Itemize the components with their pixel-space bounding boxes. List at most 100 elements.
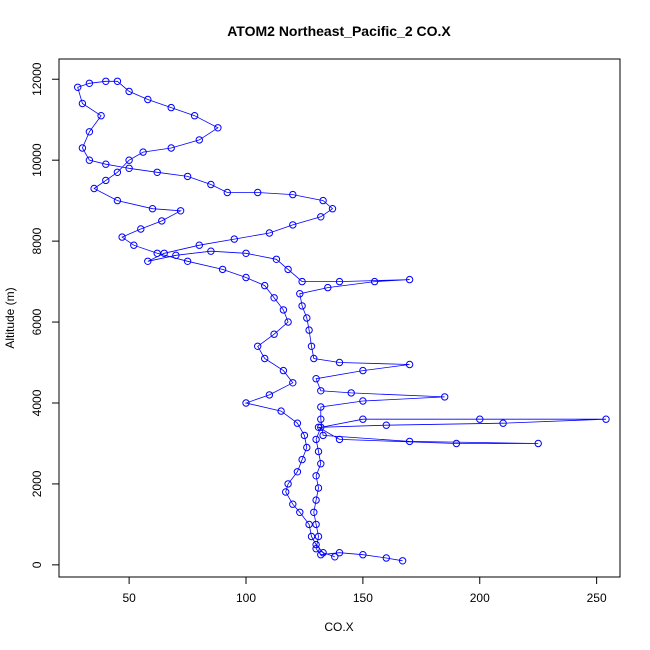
data-point [190,112,199,120]
data-point [90,184,98,193]
y-tick-label: 6000 [30,308,44,335]
data-point [102,160,110,168]
x-tick-label: 250 [587,591,607,605]
data-point [319,196,327,205]
data-point [335,549,344,557]
data-point [207,180,215,189]
data-point [284,480,292,488]
data-point [534,439,542,448]
data-point [85,156,94,164]
data-point [265,229,274,237]
y-tick-label: 10000 [30,143,44,177]
data-point [602,415,610,423]
data-point [312,375,320,383]
data-point [317,460,325,468]
data-point [153,168,161,177]
data-point [167,103,175,112]
x-tick-label: 100 [236,591,256,605]
data-point [183,172,192,181]
data-point [314,532,323,541]
chart-title: ATOM2 Northeast_Pacific_2 CO.X [227,23,451,39]
data-point [476,415,484,423]
data-point [324,283,332,292]
data-point [139,148,147,156]
data-point [85,79,94,88]
data-point [254,342,262,350]
y-axis-label: Altitude (m) [3,287,17,348]
data-point [382,421,390,429]
data-point [303,314,311,322]
data-point [289,379,297,387]
data-point [328,205,337,213]
data-point [183,257,192,265]
y-tick-label: 2000 [30,470,44,497]
data-point [317,423,325,431]
data-point [125,164,133,173]
data-point [300,431,309,440]
data-point [176,207,185,215]
data-point [78,144,87,152]
data-point [125,156,133,164]
data-point [312,540,320,549]
data-point [195,241,204,249]
data-point [78,99,87,108]
data-point [214,124,222,132]
data-point [113,196,122,205]
data-point [137,225,145,233]
data-point [441,393,449,401]
data-point [317,213,325,221]
data-point [317,551,325,559]
data-point [312,472,320,480]
plot-frame [58,58,621,578]
data-point [312,435,320,444]
data-point [85,128,94,136]
data-point [452,439,461,448]
data-point [319,431,327,440]
data-point [207,247,215,255]
data-point [359,397,367,405]
data-point [113,168,122,177]
data-point [242,249,250,258]
data-point [314,484,323,492]
data-point [270,294,278,302]
data-point [307,532,316,541]
x-tick-label: 200 [470,591,490,605]
data-point [261,281,269,290]
data-point [118,233,126,241]
data-point [405,275,414,284]
data-point [289,221,297,229]
data-point [314,423,323,431]
data-point [382,554,390,562]
data-point [312,545,320,553]
data-point [167,144,175,152]
data-point [398,557,407,565]
data-point [289,500,297,508]
x-axis-label: CO.X [324,620,353,634]
data-point [172,251,180,260]
data-point [499,419,507,427]
data-point [335,358,344,367]
data-point [74,83,82,92]
data-point [195,136,204,144]
data-point [317,415,325,423]
data-point [307,342,316,350]
data-point [319,549,327,557]
data-point [230,235,239,243]
y-tick-label: 12000 [30,62,44,96]
data-point [242,273,250,282]
y-tick-label: 8000 [30,227,44,254]
data-point [293,468,302,476]
data-point [335,277,344,286]
data-point [296,508,304,516]
data-point [314,447,323,456]
y-tick-label: 0 [30,561,44,568]
data-point [277,407,285,415]
data-point [289,190,297,199]
data-point [144,95,152,104]
data-point [331,553,339,561]
data-point [293,419,302,427]
data-point [102,176,110,185]
data-point [223,188,232,197]
data-point [261,354,269,363]
